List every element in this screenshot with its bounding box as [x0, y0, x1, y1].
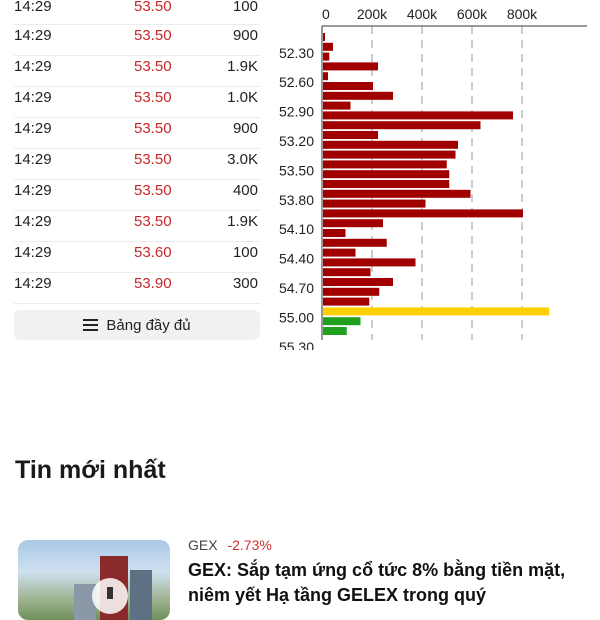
x-tick-label: 400k: [407, 6, 438, 22]
trade-price: 53.60: [134, 244, 172, 261]
y-tick-label: 54.10: [279, 221, 314, 237]
news-meta: GEX -2.73%: [188, 537, 272, 553]
trade-price: 53.90: [134, 275, 172, 292]
trade-time: 14:29: [14, 0, 52, 15]
volume-bar-buy: [323, 317, 361, 326]
list-icon: [83, 319, 99, 331]
volume-bar-sell: [323, 268, 371, 277]
trade-volume: 1.0K: [227, 89, 258, 106]
volume-bar-sell: [323, 170, 450, 179]
volume-bar-sell: [323, 52, 330, 61]
volume-bar-sell: [323, 131, 378, 139]
trade-price: 53.50: [134, 0, 172, 15]
trade-volume: 400: [232, 182, 258, 199]
volume-bar-sell: [323, 72, 328, 81]
volume-bar-reference: [323, 307, 550, 316]
x-tick-label: 800k: [507, 6, 538, 22]
trade-price: 53.50: [134, 27, 172, 44]
trade-time: 14:29: [14, 151, 52, 168]
volume-bar-sell: [323, 209, 523, 218]
full-table-label: Bảng đầy đủ: [106, 316, 191, 334]
volume-bar-sell: [323, 229, 346, 237]
volume-bar-sell: [323, 219, 383, 228]
trade-row: 14:29 53.50 100: [14, 0, 260, 25]
volume-bar-sell: [323, 297, 370, 306]
x-tick-label: 600k: [457, 6, 488, 22]
volume-bar-sell: [323, 199, 426, 208]
volume-bar-sell: [323, 238, 387, 247]
volume-bar-sell: [323, 91, 393, 100]
x-tick-label: 0: [322, 6, 330, 22]
y-tick-label: 52.30: [279, 45, 314, 61]
trade-volume: 900: [232, 120, 258, 137]
y-tick-label: 52.90: [279, 104, 314, 120]
y-tick-label: 53.20: [279, 133, 314, 149]
trade-volume: 300: [232, 275, 258, 292]
volume-bar-sell: [323, 180, 450, 188]
trade-row: 14:29 53.50 400: [14, 180, 260, 211]
y-tick-label: 52.60: [279, 74, 314, 90]
volume-bar-sell: [323, 248, 356, 257]
trade-volume: 900: [232, 27, 258, 44]
volume-bar-sell: [323, 189, 471, 198]
y-tick-label: 55.30: [279, 339, 314, 350]
volume-bar-buy: [323, 327, 347, 335]
trade-time: 14:29: [14, 244, 52, 261]
full-table-button[interactable]: Bảng đầy đủ: [14, 310, 260, 340]
volume-bar-sell: [323, 82, 373, 90]
volume-bar-sell: [323, 42, 333, 51]
trade-row: 14:29 53.60 100: [14, 242, 260, 273]
trade-price: 53.50: [134, 58, 172, 75]
trade-price: 53.50: [134, 120, 172, 137]
y-tick-label: 53.50: [279, 162, 314, 178]
news-change: -2.73%: [227, 537, 272, 553]
y-tick-label: 54.40: [279, 251, 314, 267]
news-headline[interactable]: GEX: Sắp tạm ứng cổ tức 8% bằng tiền mặt…: [188, 560, 566, 605]
y-tick-label: 54.70: [279, 280, 314, 296]
download-icon[interactable]: [92, 578, 128, 614]
trade-volume: 1.9K: [227, 213, 258, 230]
trade-price: 53.50: [134, 151, 172, 168]
y-tick-label: 53.80: [279, 192, 314, 208]
volume-bar-sell: [323, 287, 380, 296]
trade-time: 14:29: [14, 182, 52, 199]
volume-bar-sell: [323, 33, 325, 41]
trade-price: 53.50: [134, 89, 172, 106]
volume-bar-sell: [323, 150, 456, 159]
trade-time: 14:29: [14, 213, 52, 230]
trade-volume: 100: [232, 244, 258, 261]
volume-bar-sell: [323, 101, 351, 110]
trade-price: 53.50: [134, 182, 172, 199]
trade-row: 14:29 53.50 1.9K: [14, 56, 260, 87]
trade-time: 14:29: [14, 120, 52, 137]
volume-bar-sell: [323, 160, 447, 169]
trade-time: 14:29: [14, 275, 52, 292]
trade-list: 14:29 53.50 100 14:29 53.50 900 14:29 53.50 1.9K…: [14, 0, 260, 304]
trade-row: 14:29 53.50 900: [14, 25, 260, 56]
volume-bar-sell: [323, 258, 416, 267]
trade-volume: 100: [232, 0, 258, 15]
volume-bar-sell: [323, 278, 393, 286]
trade-row: 14:29 53.50 900: [14, 118, 260, 149]
news-thumbnail[interactable]: [18, 540, 170, 620]
trade-time: 14:29: [14, 27, 52, 44]
trade-row: 14:29 53.50 1.9K: [14, 211, 260, 242]
trade-price: 53.50: [134, 213, 172, 230]
trade-volume: 1.9K: [227, 58, 258, 75]
trade-row: 14:29 53.50 1.0K: [14, 87, 260, 118]
y-tick-label: 55.00: [279, 309, 314, 325]
trade-row: 14:29 53.50 3.0K: [14, 149, 260, 180]
news-ticker[interactable]: GEX: [188, 537, 218, 553]
trade-time: 14:29: [14, 89, 52, 106]
volume-by-price-chart: 0 200k 400k 600k 800k 52.30 52.60 52.90 53.20 53.…: [279, 6, 587, 350]
x-tick-label: 200k: [357, 6, 388, 22]
trade-time: 14:29: [14, 58, 52, 75]
news-section-title: Tin mới nhất: [15, 456, 166, 484]
trade-row: 14:29 53.90 300: [14, 273, 260, 304]
volume-bar-sell: [323, 140, 458, 149]
volume-bar-sell: [323, 62, 378, 71]
trade-volume: 3.0K: [227, 151, 258, 168]
volume-bar-sell: [323, 121, 481, 130]
volume-bar-sell: [323, 111, 513, 120]
